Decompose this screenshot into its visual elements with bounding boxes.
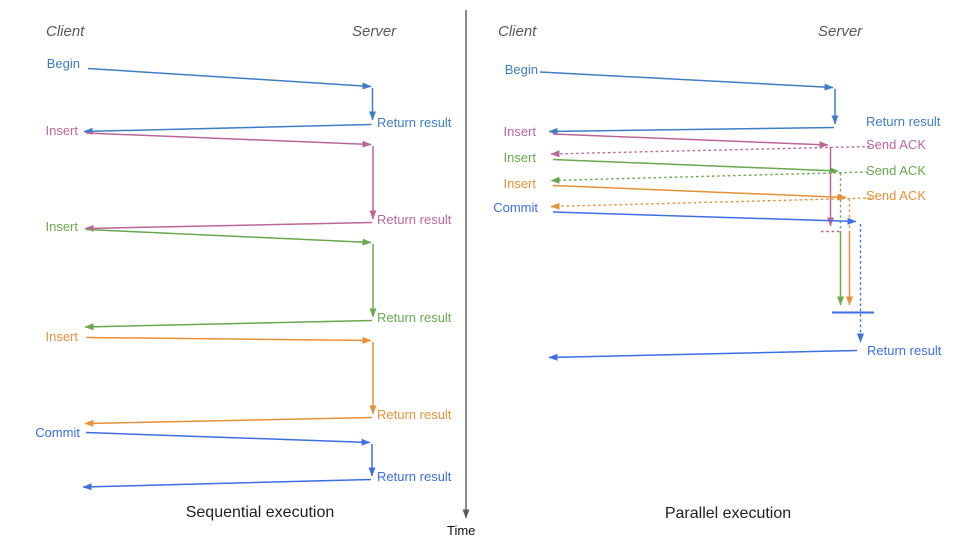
seq-insert3-return-arrow <box>84 416 373 427</box>
seq-insert1-request-arrow <box>85 132 372 148</box>
par-insert2-request-arrow <box>552 158 839 175</box>
left-return-result-label-1: Return result <box>377 115 452 130</box>
seq-insert2-request-arrow <box>85 228 372 246</box>
seq-begin-request-arrow <box>87 67 372 90</box>
right-diagram-title: Parallel execution <box>664 505 792 522</box>
par-begin-request-arrow <box>539 71 834 91</box>
time-axis-label: Time <box>447 523 476 538</box>
right-commit-label: Commit <box>493 200 538 215</box>
left-commit-label: Commit <box>35 425 80 440</box>
par-insert2-ack-dashed-arrow <box>550 171 869 184</box>
right-return-result-label-2: Return result <box>867 343 942 358</box>
seq-commit-request-arrow <box>85 431 371 446</box>
right-insert2-label: Insert <box>503 150 536 165</box>
right-insert3-label: Insert <box>503 176 536 191</box>
left-insert3-label: Insert <box>45 329 78 344</box>
left-return-result-label-3: Return result <box>377 310 452 325</box>
par-insert1-ack-dashed-arrow <box>550 145 871 158</box>
left-return-result-label-2: Return result <box>377 212 452 227</box>
par-commit-request-arrow <box>552 211 857 225</box>
right-server-header: Server <box>818 23 863 40</box>
par-insert3-request-arrow <box>552 184 847 201</box>
par-insert1-request-arrow <box>552 133 829 149</box>
right-client-header: Client <box>498 23 537 40</box>
par-begin-return-arrow <box>548 126 835 135</box>
left-server-header: Server <box>352 23 397 40</box>
seq-begin-return-arrow <box>83 123 372 135</box>
right-insert1-label: Insert <box>503 124 536 139</box>
right-send-ack-label-1: Send ACK <box>866 137 926 152</box>
seq-insert1-return-arrow <box>84 221 373 232</box>
right-send-ack-label-2: Send ACK <box>866 163 926 178</box>
left-return-result-label-4: Return result <box>377 407 452 422</box>
left-diagram-title: Sequential execution <box>185 504 335 521</box>
left-client-header: Client <box>46 23 85 40</box>
right-begin-label: Begin <box>504 62 538 77</box>
left-begin-label: Begin <box>46 56 80 71</box>
left-insert2-label: Insert <box>45 219 78 234</box>
par-insert3-ack-dashed-arrow <box>550 197 872 210</box>
par-commit-return-arrow <box>548 349 858 361</box>
right-send-ack-label-3: Send ACK <box>866 188 926 203</box>
seq-insert2-return-arrow <box>84 319 373 331</box>
left-insert1-label: Insert <box>45 123 78 138</box>
right-return-result-label-1: Return result <box>866 114 941 129</box>
left-return-result-label-5: Return result <box>377 469 452 484</box>
seq-insert3-request-arrow <box>85 336 372 344</box>
seq-commit-return-arrow <box>82 478 372 491</box>
